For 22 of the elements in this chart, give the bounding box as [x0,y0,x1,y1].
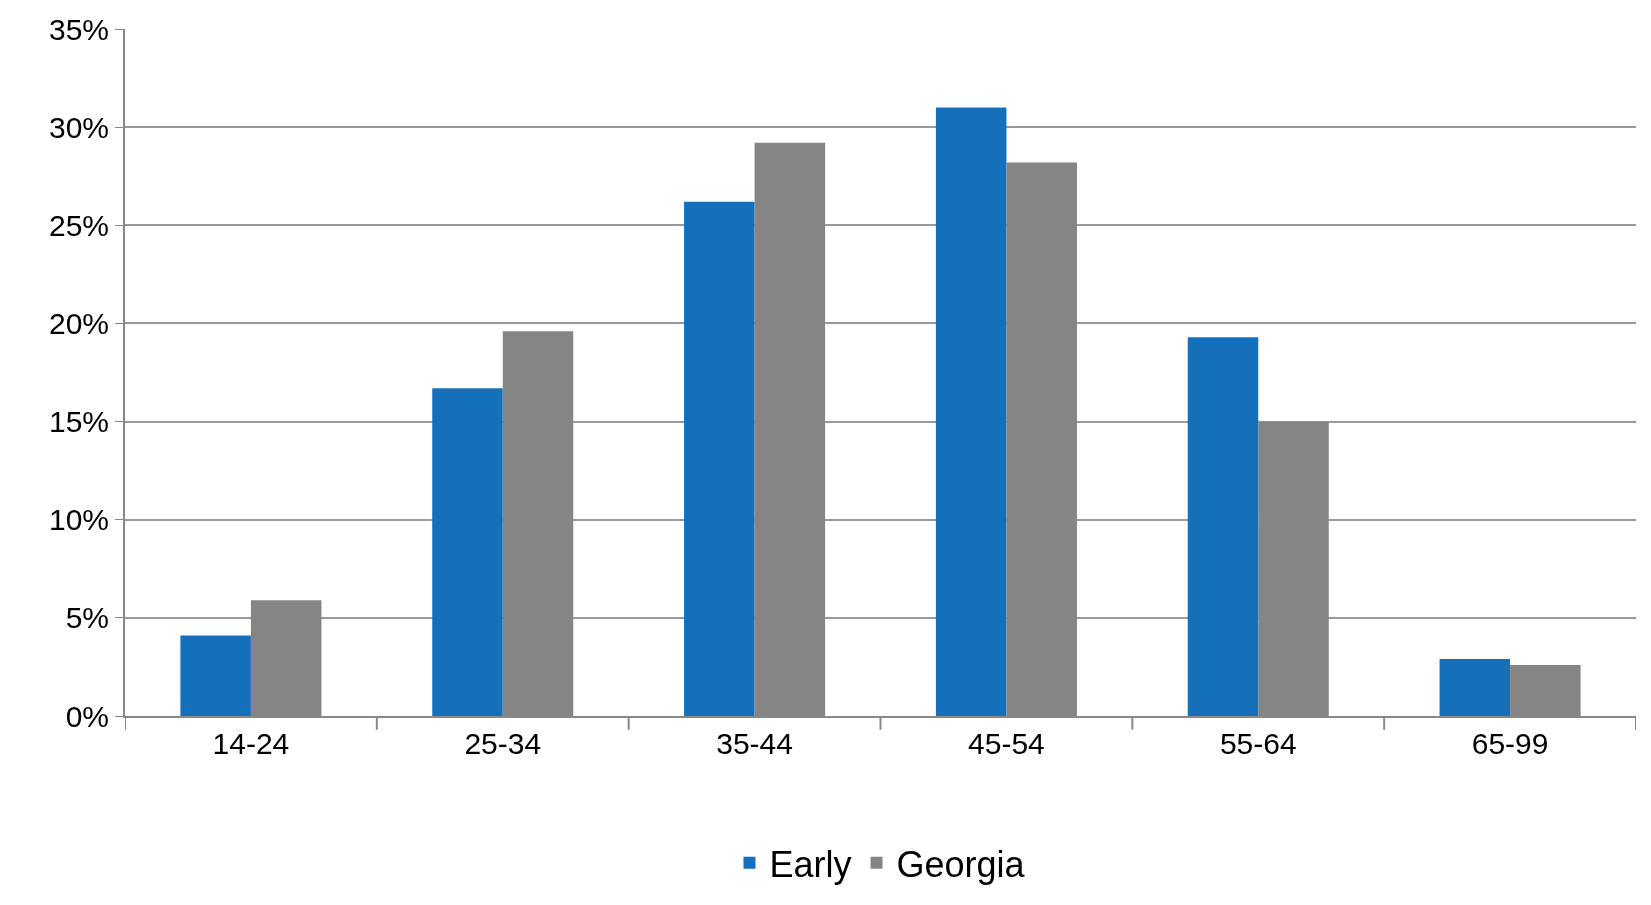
x-tick-label: 25-34 [464,727,542,760]
y-tick-label: 25% [48,208,109,242]
bar [935,107,1007,716]
x-tick-label: 55-64 [1219,727,1297,760]
bar [684,201,755,716]
y-tick-label: 15% [48,405,109,439]
y-tick-label: 35% [48,12,109,46]
x-tick-label: 65-99 [1471,727,1549,760]
x-tick-label: 35-44 [716,727,793,760]
x-tick-label: 45-54 [968,727,1045,760]
legend-label: Georgia [896,843,1026,885]
y-tick-label: 10% [48,503,109,537]
bar [432,388,503,716]
legend-label: Early [769,843,852,885]
y-tick-label: 30% [48,110,109,144]
y-tick-label: 20% [48,306,109,340]
bar [1439,659,1511,716]
y-tick-label: 5% [65,601,109,635]
bar [180,635,251,716]
y-tick-label: 0% [65,699,109,733]
x-tick-label: 14-24 [212,727,290,760]
bar [1187,337,1259,716]
